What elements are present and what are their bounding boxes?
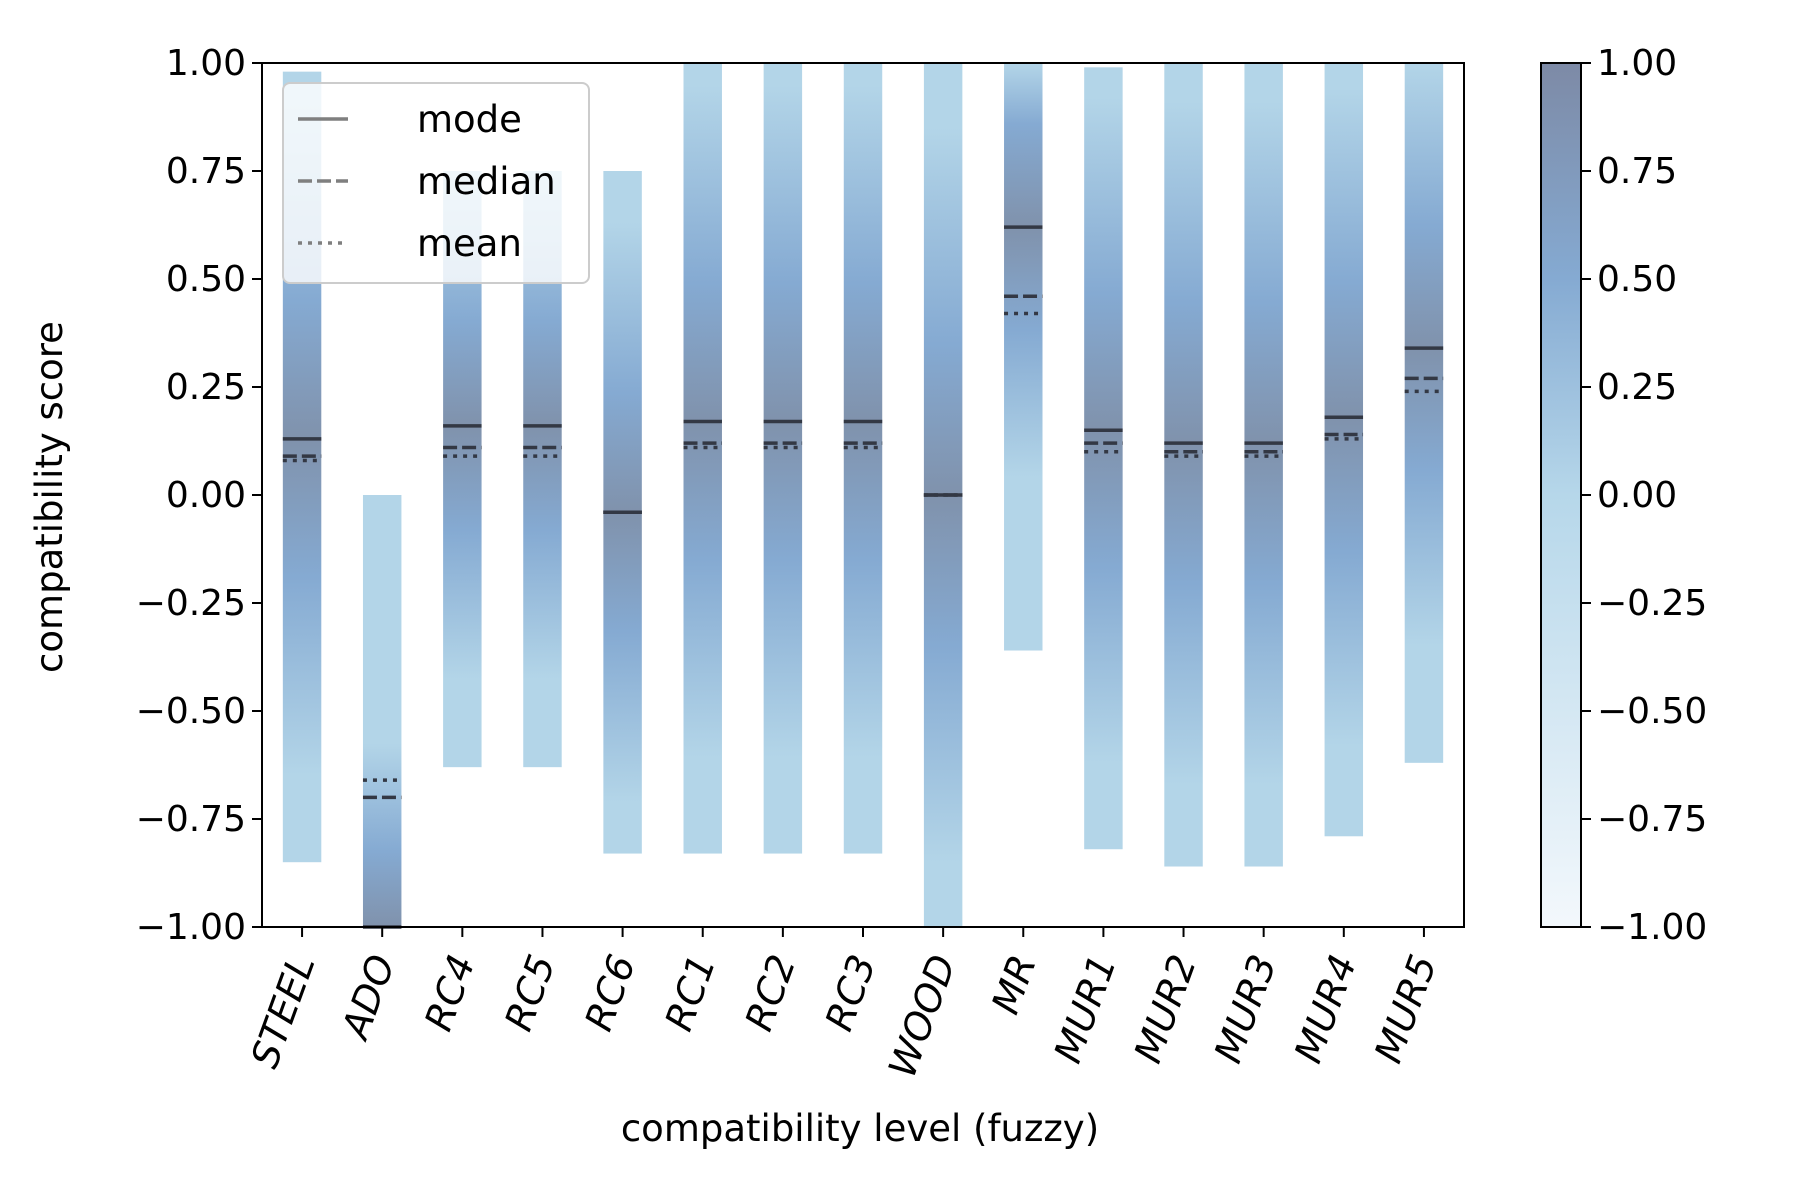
bar-mur3 <box>1244 63 1283 867</box>
colorbar: 1.00 0.75 0.50 0.25 0.00 −0.25 −0.50 −0.75 −1.00 <box>1540 43 1707 948</box>
colorbar-tick-label: 0.00 <box>1597 475 1677 516</box>
x-tick-label-wood: WOOD <box>880 949 965 1083</box>
y-tick-label: −0.50 <box>136 691 246 732</box>
x-tick-label-mur2: MUR2 <box>1126 949 1205 1069</box>
colorbar-tick-label: 1.00 <box>1597 43 1677 84</box>
bar-mur5 <box>1404 63 1444 763</box>
colorbar-tick-label: −0.75 <box>1597 799 1707 840</box>
bar-mur1 <box>1084 67 1123 850</box>
y-tick-label: −0.75 <box>136 799 246 840</box>
colorbar-tick-label: 0.25 <box>1597 367 1677 408</box>
y-axis: 1.00 0.75 0.50 0.25 0.00 −0.25 −0.50 −0.75 −1.00 <box>136 43 262 948</box>
bar-mr <box>1004 63 1043 651</box>
x-tick-label-mur1: MUR1 <box>1045 949 1124 1069</box>
bar-ado <box>362 495 402 927</box>
colorbar-tick-label: −0.25 <box>1597 583 1707 624</box>
colorbar-tick-label: −1.00 <box>1597 907 1707 948</box>
y-tick-label: 0.75 <box>166 151 246 192</box>
legend-label-mode: mode <box>417 98 522 141</box>
y-tick-label: 1.00 <box>166 43 246 84</box>
x-tick-label-mur3: MUR3 <box>1206 949 1285 1069</box>
legend-label-median: median <box>417 160 556 203</box>
colorbar-gradient <box>1541 63 1581 927</box>
stat-lines-layer <box>282 225 1444 929</box>
bar-mur2 <box>1164 63 1203 867</box>
x-tick-label-rc2: RC2 <box>737 949 805 1037</box>
bar-rc1 <box>683 63 722 854</box>
x-tick-label-mr: MR <box>983 949 1045 1020</box>
colorbar-tick-label: 0.50 <box>1597 259 1677 300</box>
bar-rc3 <box>843 63 883 854</box>
x-tick-label-rc4: RC4 <box>416 949 484 1037</box>
x-tick-label-rc1: RC1 <box>656 949 724 1037</box>
y-axis-label: compatibility score <box>28 321 71 673</box>
x-axis-label: compatibility level (fuzzy) <box>621 1107 1099 1150</box>
legend-label-mean: mean <box>417 222 522 265</box>
x-tick-label-rc6: RC6 <box>576 949 644 1037</box>
x-tick-label-rc5: RC5 <box>496 949 564 1037</box>
bar-rc2 <box>763 63 803 854</box>
y-tick-label: −0.25 <box>136 583 246 624</box>
x-tick-label-rc3: RC3 <box>817 949 885 1037</box>
colorbar-tick-label: −0.50 <box>1597 691 1707 732</box>
x-tick-label-ado: ADO <box>332 949 404 1047</box>
x-tick-label-mur4: MUR4 <box>1286 949 1365 1069</box>
legend: mode median mean <box>282 82 590 284</box>
x-tick-label-steel: STEEL <box>242 949 323 1074</box>
y-tick-label: −1.00 <box>136 907 246 948</box>
y-tick-label: 0.25 <box>166 367 246 408</box>
y-tick-label: 0.50 <box>166 259 246 300</box>
legend-box <box>282 82 590 284</box>
bar-mur4 <box>1324 63 1364 837</box>
x-tick-label-mur5: MUR5 <box>1366 949 1445 1069</box>
y-tick-label: 0.00 <box>166 475 246 516</box>
colorbar-tick-label: 0.75 <box>1597 151 1677 192</box>
